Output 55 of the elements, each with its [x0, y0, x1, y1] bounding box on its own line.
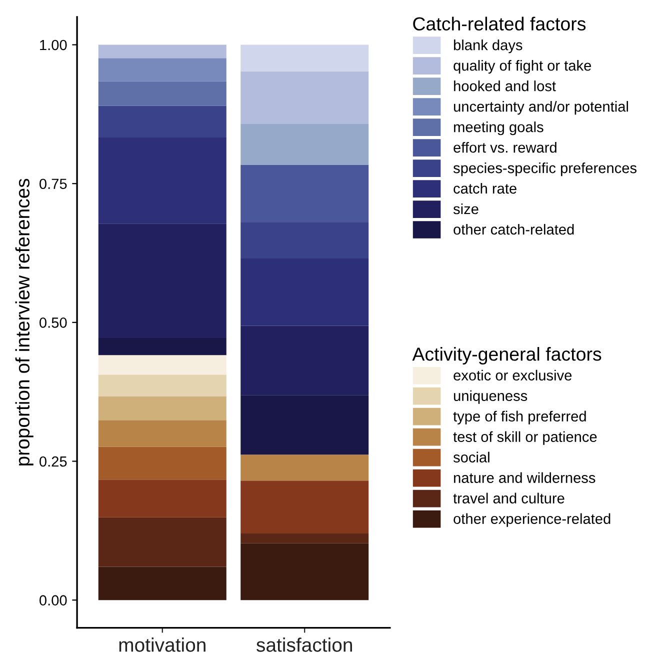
legend-label: uniqueness: [454, 390, 528, 404]
legend-label: type of fish preferred: [453, 410, 586, 424]
legend-label: exotic or exclusive: [454, 370, 572, 381]
bar: [240, 454, 369, 481]
legend-label: social: [453, 452, 490, 462]
bar: [98, 224, 226, 338]
bar: [240, 164, 369, 222]
bar: [98, 355, 226, 375]
legend-label: travel and culture: [453, 492, 564, 504]
legend-label: other experience-related: [454, 513, 610, 527]
legend-label: meeting goals: [454, 122, 544, 136]
legend-label: size: [453, 203, 478, 214]
bar: [240, 222, 369, 259]
legend-label: nature and wilderness: [454, 472, 596, 483]
bar: [98, 396, 226, 420]
bar: [98, 44, 226, 58]
y-tick-label: 0.75: [40, 178, 67, 190]
bar: [98, 480, 226, 518]
bar: [98, 374, 226, 396]
bar: [98, 58, 226, 82]
bar: [98, 106, 226, 138]
legend-label: catch rate: [454, 182, 516, 194]
y-tick-label: 1.00: [40, 40, 67, 50]
legend-label: effort vs. reward: [454, 142, 556, 153]
bar: [240, 71, 369, 124]
bar: [98, 138, 226, 224]
bar: [240, 258, 369, 326]
y-axis-title: proportion of interview references: [15, 178, 34, 466]
bar: [98, 338, 226, 356]
x-tick-label: motivation: [119, 638, 206, 652]
bar: [98, 446, 226, 480]
legend-label: other catch-related: [454, 224, 574, 235]
legend-label: hooked and lost: [454, 80, 556, 92]
legend-label: blank days: [454, 40, 522, 54]
legend-label: species-specific preferences: [453, 162, 637, 176]
bar: [98, 566, 226, 600]
bar: [240, 533, 369, 544]
legend-label: test of skill or patience: [453, 431, 597, 445]
legend-label: quality of fight or take: [454, 60, 592, 74]
text: Activity-general factors: [412, 347, 602, 364]
bar: [98, 420, 226, 447]
bar: [240, 480, 369, 534]
bar: [98, 517, 226, 567]
y-tick-label: 0.00: [40, 595, 67, 606]
bar: [240, 124, 369, 165]
bar: [240, 44, 369, 72]
bar: [98, 81, 226, 106]
bar: [240, 326, 369, 396]
x-tick-label: satisfaction: [256, 638, 352, 652]
bar: [240, 543, 369, 600]
y-tick-label: 0.50: [40, 318, 67, 328]
legend-label: uncertainty and/or potential: [454, 101, 628, 115]
y-tick-label: 0.25: [40, 456, 67, 467]
bar: [240, 395, 369, 455]
text: Catch-related factors: [413, 16, 586, 31]
